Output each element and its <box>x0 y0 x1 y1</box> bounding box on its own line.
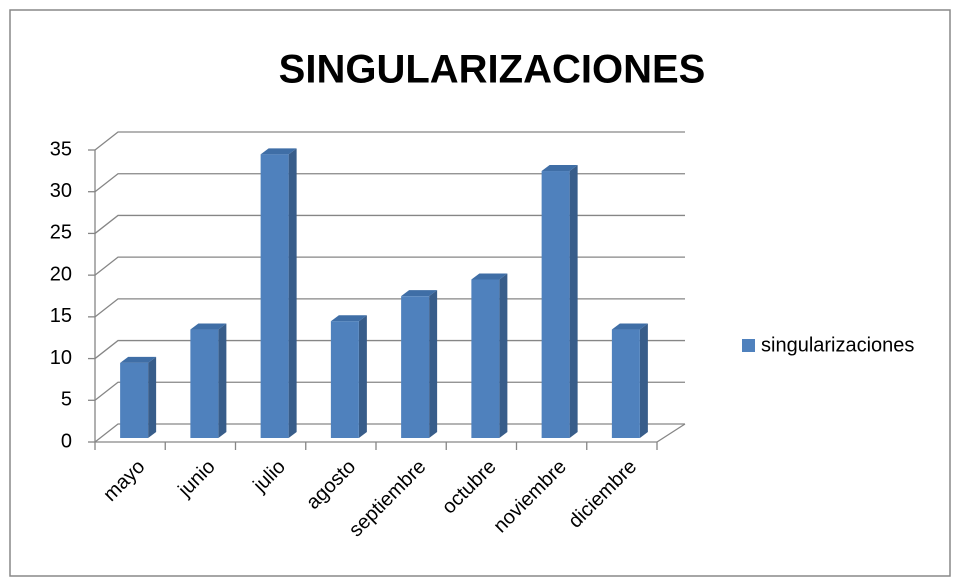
y-tick-label: 10 <box>50 347 72 369</box>
y-tick-label: 20 <box>50 263 72 285</box>
bar-top <box>120 356 157 363</box>
y-tick-label: 35 <box>50 138 72 160</box>
bar <box>330 315 367 438</box>
bar-front <box>541 171 570 438</box>
bar <box>401 290 438 438</box>
y-tick-label: 15 <box>50 305 72 327</box>
bar-top <box>260 148 297 155</box>
bar-front <box>190 329 219 438</box>
legend-label: singularizaciones <box>761 334 914 356</box>
bar-side <box>499 273 508 438</box>
grid-line <box>94 173 685 193</box>
y-tick-label: 0 <box>61 430 72 452</box>
bar-top <box>471 273 508 280</box>
bar-top <box>330 315 367 322</box>
chart-title: SINGULARIZACIONES <box>279 48 706 92</box>
bar <box>190 323 227 438</box>
grid-line <box>94 131 685 151</box>
bar-top <box>541 165 578 172</box>
bar <box>120 356 157 438</box>
bar-front <box>401 296 430 438</box>
bar-side <box>429 290 438 438</box>
bar <box>260 148 297 439</box>
bar-top <box>611 323 648 330</box>
bar-side <box>288 148 297 439</box>
bar-side <box>639 323 648 438</box>
bar-front <box>471 279 500 438</box>
bar-side <box>358 315 367 438</box>
y-tick-label: 25 <box>50 222 72 244</box>
bar <box>541 165 578 438</box>
bar-front <box>611 329 640 438</box>
y-tick-label: 30 <box>50 180 72 202</box>
bar-front <box>330 321 359 438</box>
grid-line <box>94 214 685 234</box>
grid-line <box>94 256 685 276</box>
bar <box>471 273 508 438</box>
bar <box>611 323 648 438</box>
bar-side <box>148 356 157 438</box>
bar-top <box>190 323 227 330</box>
bar-side <box>218 323 227 438</box>
legend-swatch <box>742 339 755 352</box>
bar-top <box>401 290 438 297</box>
bar-front <box>120 362 149 438</box>
y-tick-label: 5 <box>61 389 72 411</box>
bar-side <box>569 165 578 438</box>
bar-front <box>260 154 289 439</box>
